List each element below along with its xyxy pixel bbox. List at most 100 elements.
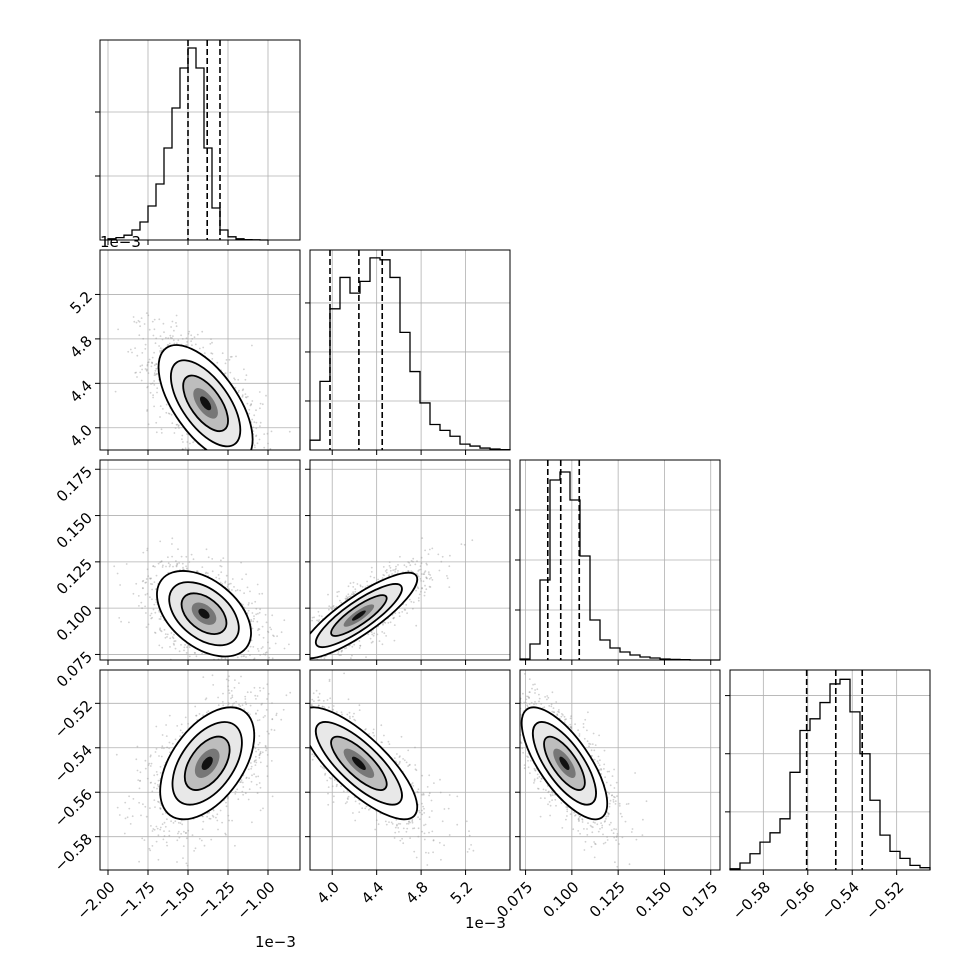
sample-point	[297, 656, 299, 658]
sample-point	[420, 556, 423, 559]
sample-point	[248, 412, 251, 415]
sample-point	[149, 583, 152, 585]
sample-point	[153, 372, 156, 375]
sample-point	[191, 661, 193, 663]
sample-point	[274, 672, 276, 674]
sample-point	[382, 566, 385, 568]
contour-level	[351, 610, 366, 621]
sample-point	[149, 807, 151, 809]
sample-point	[245, 374, 248, 377]
sample-point	[253, 421, 256, 423]
sample-point	[206, 572, 209, 575]
sample-point	[327, 661, 329, 663]
sample-point	[289, 682, 291, 684]
sample-point	[437, 553, 440, 556]
sample-point	[427, 571, 430, 573]
sample-point	[217, 574, 220, 576]
sample-point	[251, 774, 253, 777]
sample-point	[259, 809, 262, 812]
sample-point	[223, 372, 226, 375]
sample-point	[253, 444, 256, 447]
sample-point	[282, 662, 284, 664]
sample-point	[242, 700, 244, 702]
sample-point	[220, 559, 222, 562]
sample-point	[383, 632, 386, 634]
sample-point	[185, 455, 187, 457]
sample-point	[239, 589, 242, 592]
sample-point	[304, 643, 306, 645]
sample-point	[373, 576, 376, 579]
sample-point	[259, 402, 262, 405]
sample-point	[352, 586, 355, 588]
sample-point	[257, 748, 260, 751]
sample-point	[238, 682, 240, 684]
sample-point	[420, 568, 422, 571]
sample-point	[151, 830, 154, 832]
sample-point	[132, 592, 135, 595]
sample-point	[271, 795, 274, 798]
sample-point	[147, 623, 150, 626]
sample-point	[216, 668, 218, 670]
sample-point	[176, 725, 179, 727]
sample-point	[156, 373, 158, 375]
sample-point	[171, 422, 174, 425]
sample-point	[403, 608, 406, 611]
sample-point	[421, 537, 424, 539]
sample-point	[144, 343, 147, 346]
sample-point	[143, 323, 146, 325]
sample-point	[234, 679, 236, 681]
sample-point	[419, 577, 422, 580]
sample-point	[389, 621, 392, 624]
sample-point	[313, 664, 315, 666]
sample-point	[332, 605, 334, 608]
sample-point	[152, 565, 155, 567]
sample-point	[269, 448, 272, 450]
sample-point	[181, 434, 184, 437]
sample-point	[193, 651, 196, 654]
sample-point	[255, 607, 258, 610]
sample-point	[179, 451, 181, 453]
sample-point	[306, 639, 308, 641]
sample-point	[243, 592, 246, 595]
sample-point	[224, 667, 226, 669]
sample-point	[428, 548, 431, 551]
sample-point	[145, 581, 148, 584]
sample-point	[213, 455, 215, 457]
sample-point	[143, 839, 146, 841]
sample-point	[175, 423, 178, 426]
sample-point	[147, 575, 150, 577]
sample-point	[241, 603, 244, 606]
sample-point	[151, 583, 154, 586]
sample-point	[195, 714, 198, 717]
sample-point	[227, 583, 230, 586]
sample-point	[187, 644, 190, 647]
sample-point	[255, 662, 257, 664]
sample-point	[430, 576, 432, 579]
sample-point	[231, 494, 233, 496]
sample-point	[241, 389, 244, 392]
sample-point	[163, 331, 165, 334]
sample-point	[262, 687, 265, 690]
sample-point	[157, 562, 160, 565]
sample-point	[259, 752, 262, 755]
sample-point	[245, 485, 247, 487]
sample-point	[140, 601, 143, 604]
sample-point	[283, 619, 286, 622]
sample-point	[254, 759, 256, 762]
sample-point	[381, 631, 384, 633]
sample-point	[144, 368, 147, 370]
sample-point	[245, 396, 248, 399]
sample-point	[203, 844, 206, 847]
sample-point	[142, 587, 144, 590]
sample-point	[157, 800, 159, 803]
sample-point	[160, 560, 163, 562]
sample-point	[155, 421, 158, 424]
sample-point	[154, 632, 157, 634]
sample-point	[165, 336, 167, 339]
sample-point	[211, 467, 213, 469]
sample-point	[178, 836, 181, 839]
sample-point	[201, 828, 204, 831]
sample-point	[289, 471, 291, 473]
sample-point	[195, 714, 198, 717]
sample-point	[276, 662, 278, 664]
